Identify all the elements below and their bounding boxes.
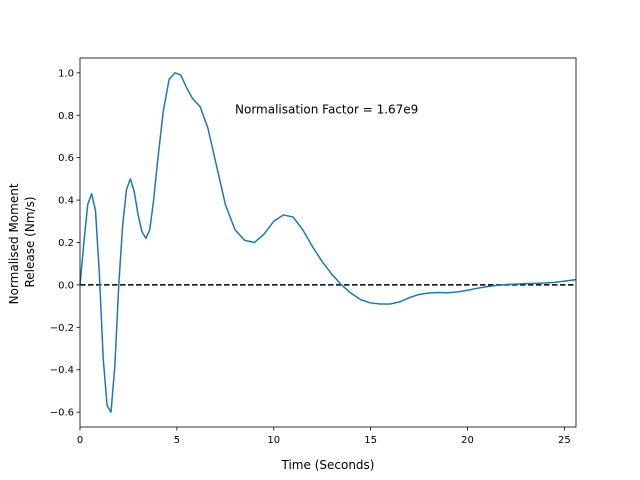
- x-axis-title: Time (Seconds): [281, 458, 375, 472]
- x-axis-ticks: 0 5 10 15 20 25: [77, 427, 571, 446]
- y-tick-label: 0.4: [58, 196, 74, 207]
- y-tick-label: −0.6: [50, 408, 74, 419]
- plot-area: [79, 72, 577, 413]
- y-tick-label: 0.2: [58, 238, 74, 249]
- y-tick-label: −0.4: [50, 365, 74, 376]
- y-axis-title: Normalised Moment Release (Nm/s): [7, 180, 37, 305]
- series-line-0: [79, 72, 577, 413]
- y-tick-label: 0.0: [58, 280, 74, 291]
- x-tick-label: 0: [77, 435, 83, 446]
- y-axis-title-line-2: Release (Nm/s): [23, 196, 37, 287]
- y-tick-label: 0.8: [58, 111, 74, 122]
- normalisation-factor-annotation: Normalisation Factor = 1.67e9: [235, 102, 418, 116]
- x-tick-label: 10: [267, 435, 280, 446]
- x-tick-label: 5: [174, 435, 180, 446]
- x-tick-label: 15: [364, 435, 377, 446]
- y-tick-label: 0.6: [58, 153, 74, 164]
- x-tick-label: 25: [558, 435, 571, 446]
- y-axis-ticks: −0.6 −0.4 −0.2 0.0 0.2 0.4 0.6 0.8 1.0: [50, 68, 80, 419]
- x-tick-label: 20: [461, 435, 474, 446]
- y-tick-label: −0.2: [50, 323, 74, 334]
- y-axis-title-line-1: Normalised Moment: [7, 183, 21, 304]
- y-tick-label: 1.0: [58, 68, 74, 79]
